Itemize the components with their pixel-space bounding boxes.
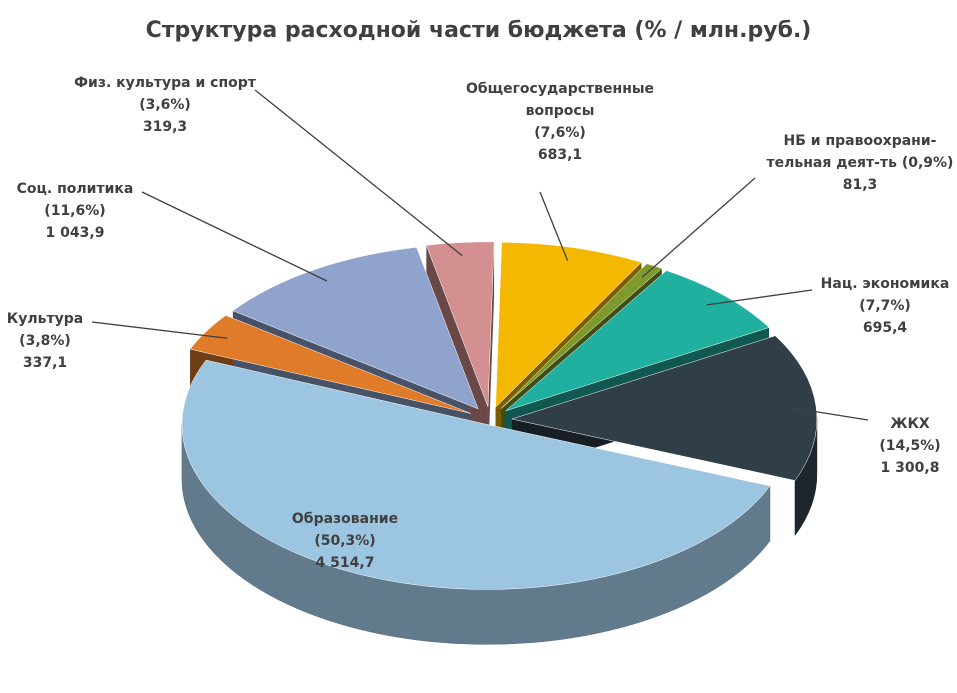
data-label: Общегосударственные вопросы (7,6%) 683,1	[465, 78, 655, 166]
percent-label: (3,8%)	[19, 333, 71, 349]
leader-line	[791, 407, 869, 421]
data-label: Образование (50,3%) 4 514,7	[292, 508, 398, 574]
data-label: Соц. политика (11,6%) 1 043,9	[17, 178, 134, 244]
percent-label: (3,6%)	[139, 97, 191, 113]
leader-line	[254, 89, 463, 257]
value-label: 695,4	[862, 320, 908, 336]
slice	[495, 242, 642, 408]
slice	[232, 247, 479, 410]
data-label: Культура (3,8%) 337,1	[7, 308, 83, 374]
leader-line	[641, 177, 756, 278]
leader-line	[706, 289, 813, 306]
percent-label: (7,6%)	[534, 125, 586, 141]
leader-line	[141, 191, 328, 282]
category-label: Культура	[6, 311, 84, 327]
label-line: НБ и правоохрани-тельная деят-ть (0,9%)	[760, 130, 957, 174]
percent-label: (14,5%)	[879, 438, 941, 454]
value-label: 319,3	[142, 119, 188, 135]
slice	[189, 315, 471, 414]
data-label: ЖКХ (14,5%) 1 300,8	[879, 413, 940, 479]
chart-title: Структура расходной части бюджета (% / м…	[145, 18, 812, 43]
value-label: 81,3	[842, 177, 878, 193]
percent-label: (11,6%)	[44, 203, 106, 219]
category-label: Образование	[291, 511, 399, 527]
leader-line	[539, 191, 569, 261]
value-label: 337,1	[22, 355, 68, 371]
data-label: Нац. экономика (7,7%) 695,4	[821, 273, 950, 339]
percent-label: (50,3%)	[314, 533, 376, 549]
slice	[510, 335, 818, 481]
percent-label: (0,9%)	[901, 155, 954, 171]
category-label: Общегосударственные вопросы	[465, 81, 655, 119]
value-label: 683,1	[537, 147, 583, 163]
category-label: Соц. политика	[16, 181, 134, 197]
category-label: НБ и правоохрани-тельная деят-ть	[766, 133, 937, 171]
data-label: Физ. культура и спорт (3,6%) 319,3	[74, 72, 256, 138]
percent-label: (7,7%)	[859, 298, 911, 314]
leader-line	[91, 321, 228, 339]
slice-face	[487, 241, 495, 462]
slice	[181, 359, 771, 590]
category-label: ЖКХ	[890, 416, 930, 432]
category-label: Нац. экономика	[820, 276, 950, 292]
slice	[505, 270, 770, 412]
category-label: Физ. культура и спорт	[74, 75, 256, 91]
value-label: 1 043,9	[45, 225, 105, 241]
value-label: 1 300,8	[880, 460, 940, 476]
value-label: 4 514,7	[315, 555, 375, 571]
slice	[425, 241, 495, 407]
data-label: НБ и правоохрани-тельная деят-ть (0,9%) 8…	[760, 130, 957, 196]
